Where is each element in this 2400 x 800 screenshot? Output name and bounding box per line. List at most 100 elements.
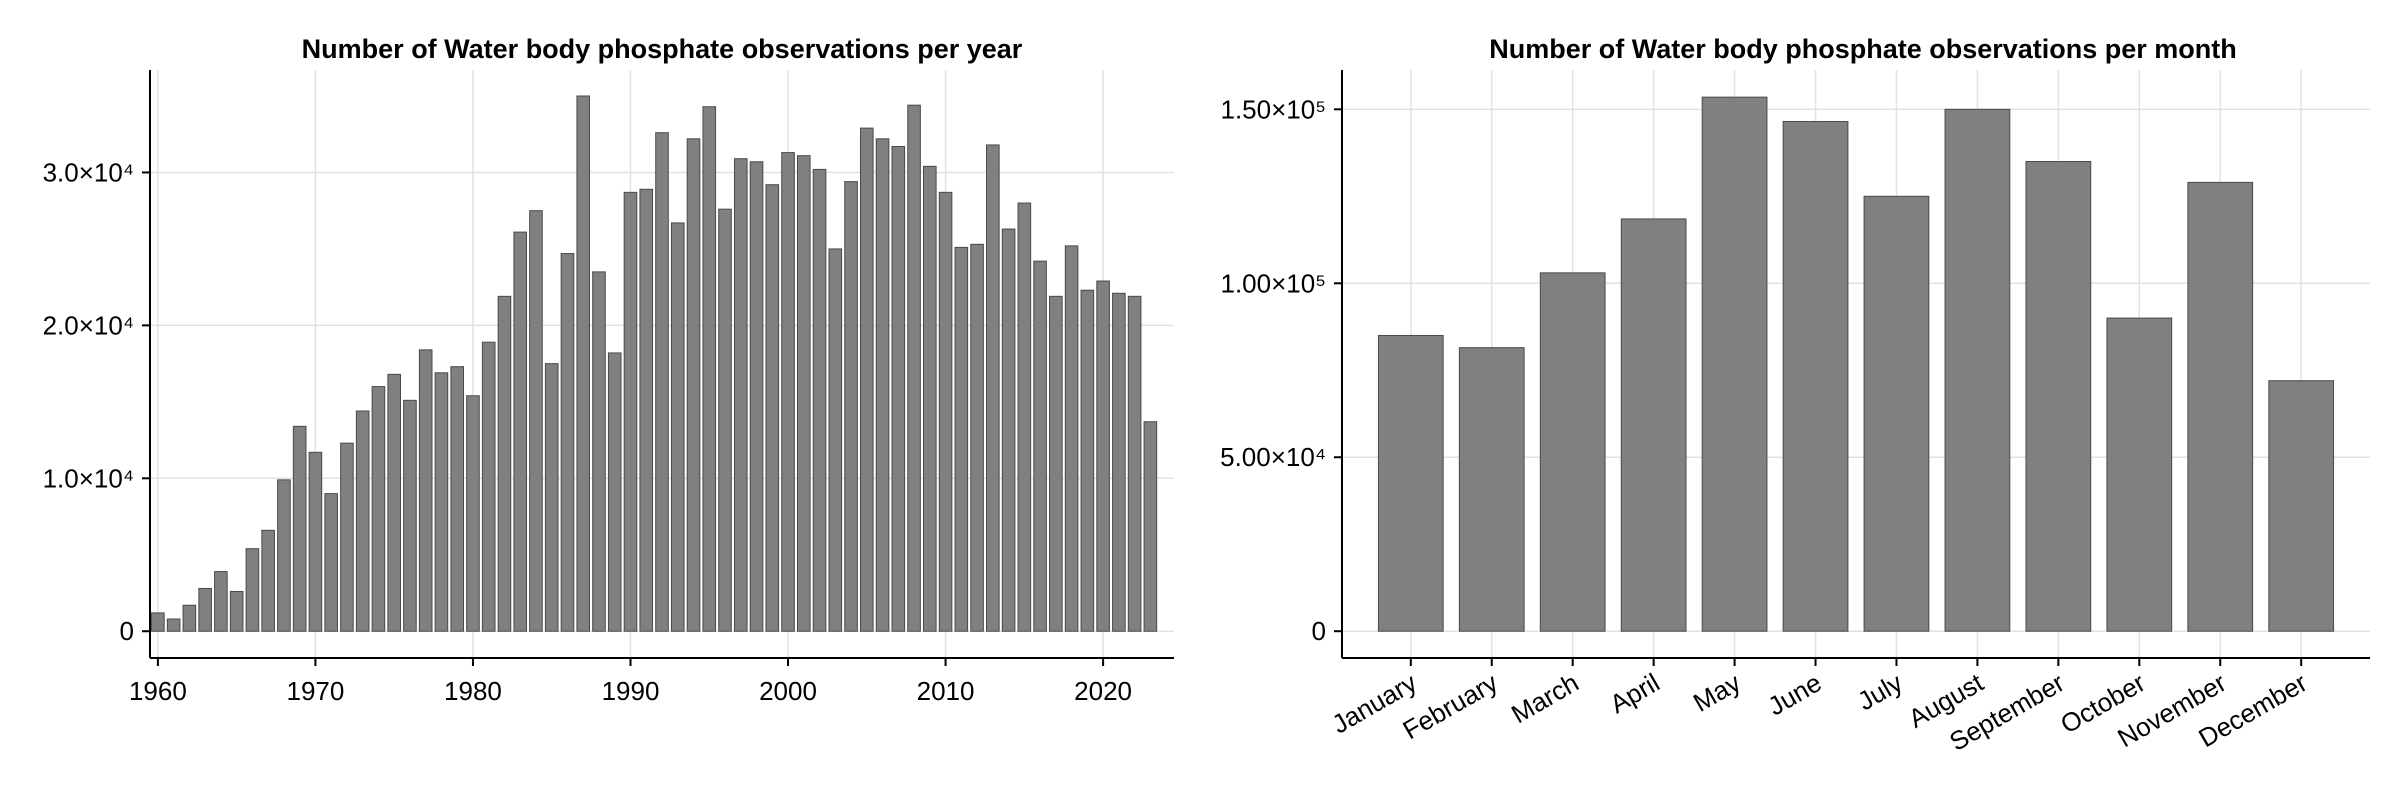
bar-year-2023 <box>1143 421 1158 632</box>
bar-year-1978 <box>434 372 449 632</box>
bar-year-1984 <box>529 210 543 632</box>
bar-year-2008 <box>907 104 921 632</box>
y-tick-labels-per-year: 0 1.0×10⁴ 2.0×10⁴ 3.0×10⁴ <box>43 157 134 646</box>
bar-year-2001 <box>796 155 811 632</box>
bar-year-1991 <box>639 188 654 632</box>
bar-year-1962 <box>182 604 197 632</box>
x-tick-label: 1970 <box>286 676 344 706</box>
x-tick-label: 2010 <box>917 676 975 706</box>
bar-year-1996 <box>718 208 732 632</box>
bar-year-1965 <box>229 590 244 632</box>
bar-december <box>2268 380 2335 632</box>
bars-per-month <box>1377 96 2335 632</box>
y-tick-label: 3.0×10⁴ <box>43 157 134 187</box>
bar-year-2013 <box>986 144 1000 632</box>
bar-year-2020 <box>1096 280 1110 632</box>
bar-year-2015 <box>1017 202 1032 632</box>
bar-year-1961 <box>166 618 181 632</box>
bar-year-1985 <box>544 363 559 632</box>
bar-year-2017 <box>1049 295 1063 632</box>
x-tick-label: July <box>1852 667 1907 716</box>
bar-year-1989 <box>607 352 622 632</box>
bar-year-1979 <box>450 366 465 632</box>
bar-year-2009 <box>923 165 937 632</box>
y-tick-label: 1.50×10⁵ <box>1221 94 1327 124</box>
bar-october <box>2106 317 2173 632</box>
bar-june <box>1782 120 1849 632</box>
bar-year-2006 <box>875 138 890 632</box>
bar-november <box>2187 181 2254 632</box>
bar-year-1992 <box>655 132 669 632</box>
bar-year-1990 <box>623 191 638 632</box>
y-tick-label: 1.00×10⁵ <box>1221 268 1327 298</box>
bar-year-1963 <box>198 587 212 632</box>
axes-per-month <box>1334 70 2370 666</box>
x-tick-labels-per-year: 1960 1970 1980 1990 2000 2010 2020 <box>129 676 1132 706</box>
bar-august <box>1944 108 2011 632</box>
chart-title-per-month: Number of Water body phosphate observati… <box>1489 34 2237 64</box>
bar-year-2002 <box>812 168 827 632</box>
bar-january <box>1377 334 1444 632</box>
x-tick-label: June <box>1763 667 1827 721</box>
chart-panel-per-year: Number of Water body phosphate observati… <box>43 34 1174 706</box>
bar-july <box>1863 195 1930 632</box>
bar-year-1998 <box>749 161 764 632</box>
bar-year-2000 <box>781 152 795 632</box>
y-tick-label: 2.0×10⁴ <box>43 310 134 340</box>
bar-year-1969 <box>292 425 307 632</box>
bar-may <box>1701 96 1768 632</box>
bar-february <box>1458 347 1525 632</box>
axes-per-year <box>142 70 1174 666</box>
bar-year-1983 <box>513 231 528 632</box>
x-tick-label: May <box>1688 667 1746 718</box>
bar-year-1972 <box>340 442 354 632</box>
bar-year-2010 <box>938 191 953 632</box>
bar-year-1981 <box>481 341 496 632</box>
y-tick-label: 1.0×10⁴ <box>43 463 134 493</box>
chart-title-per-year: Number of Water body phosphate observati… <box>302 34 1023 64</box>
bar-year-1982 <box>497 295 512 632</box>
bar-year-2021 <box>1112 292 1126 632</box>
bar-april <box>1620 218 1687 632</box>
bar-march <box>1539 272 1606 632</box>
bar-year-2022 <box>1127 295 1142 632</box>
bar-year-1975 <box>387 373 401 632</box>
bar-year-1960 <box>151 612 165 632</box>
chart-panel-per-month: Number of Water body phosphate observati… <box>1220 34 2370 757</box>
bar-year-1997 <box>733 158 748 632</box>
bar-year-2016 <box>1033 260 1047 632</box>
bar-year-2003 <box>828 248 843 632</box>
x-tick-label: 2020 <box>1074 676 1132 706</box>
bar-year-1994 <box>686 138 701 632</box>
bar-year-1966 <box>245 548 260 632</box>
y-tick-label: 5.00×10⁴ <box>1220 442 1326 472</box>
bar-year-1995 <box>702 106 717 632</box>
bar-year-1964 <box>214 571 228 632</box>
bar-year-2004 <box>844 181 858 632</box>
x-tick-label: 1960 <box>129 676 187 706</box>
bar-year-1986 <box>560 253 575 632</box>
x-tick-label: 2000 <box>759 676 817 706</box>
x-tick-label: March <box>1506 667 1584 729</box>
bar-year-1971 <box>324 493 338 632</box>
y-tick-label: 0 <box>1312 616 1326 646</box>
bar-year-1974 <box>371 386 386 632</box>
bar-september <box>2025 161 2092 632</box>
bars-per-year <box>151 95 1158 632</box>
bar-year-1976 <box>403 399 417 632</box>
bar-year-1993 <box>670 222 685 632</box>
bar-year-2007 <box>891 145 906 632</box>
bar-year-1980 <box>466 395 480 632</box>
bar-year-1968 <box>277 479 291 632</box>
bar-year-1970 <box>308 451 323 632</box>
y-tick-label: 0 <box>120 616 134 646</box>
x-tick-label: 1980 <box>444 676 502 706</box>
bar-year-2014 <box>1001 228 1016 632</box>
bar-year-2018 <box>1064 245 1079 632</box>
bar-year-1987 <box>576 95 591 632</box>
bar-year-2019 <box>1080 289 1095 632</box>
bar-year-2011 <box>954 246 969 632</box>
bar-year-1988 <box>592 271 606 632</box>
